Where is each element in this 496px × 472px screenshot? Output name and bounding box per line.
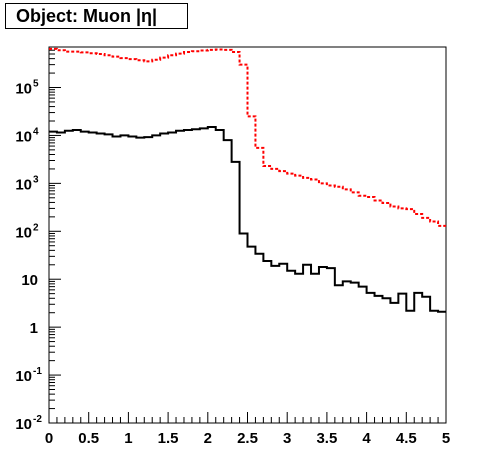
y-tick-exponent: 4 xyxy=(33,126,39,137)
y-tick-label: 10 xyxy=(15,81,32,98)
y-tick-exponent: -1 xyxy=(33,366,42,377)
histogram-series-2 xyxy=(49,125,446,313)
y-tick-label: 10 xyxy=(15,224,32,241)
x-tick-label: 2.5 xyxy=(237,430,258,447)
y-tick-exponent: 2 xyxy=(33,222,39,233)
x-tick-label: 3.5 xyxy=(316,430,337,447)
y-tick-exponent: 3 xyxy=(33,174,39,185)
x-tick-label: 2 xyxy=(204,430,212,447)
chart-title: Object: Muon |η| xyxy=(5,3,188,29)
y-tick-label: 10 xyxy=(15,128,32,145)
x-tick-label: 1.5 xyxy=(158,430,179,447)
y-tick-label: 1 xyxy=(30,320,38,337)
x-tick-label: 0.5 xyxy=(78,430,99,447)
histogram-series-1 xyxy=(49,47,446,227)
y-tick-label: 10 xyxy=(15,176,32,193)
x-tick-label: 1 xyxy=(124,430,132,447)
axis-ticks xyxy=(48,46,447,424)
x-tick-label: 0 xyxy=(45,430,53,447)
x-tick-label: 3 xyxy=(283,430,291,447)
x-tick-label: 5 xyxy=(442,430,450,447)
y-tick-label: 10 xyxy=(15,416,32,433)
y-tick-exponent: 5 xyxy=(33,79,39,90)
series-layer xyxy=(49,47,446,313)
y-tick-label: 10 xyxy=(15,368,32,385)
y-tick-label: 10 xyxy=(21,272,38,289)
y-tick-exponent: -2 xyxy=(33,414,42,425)
x-tick-label: 4.5 xyxy=(396,430,417,447)
x-tick-label: 4 xyxy=(362,430,371,447)
